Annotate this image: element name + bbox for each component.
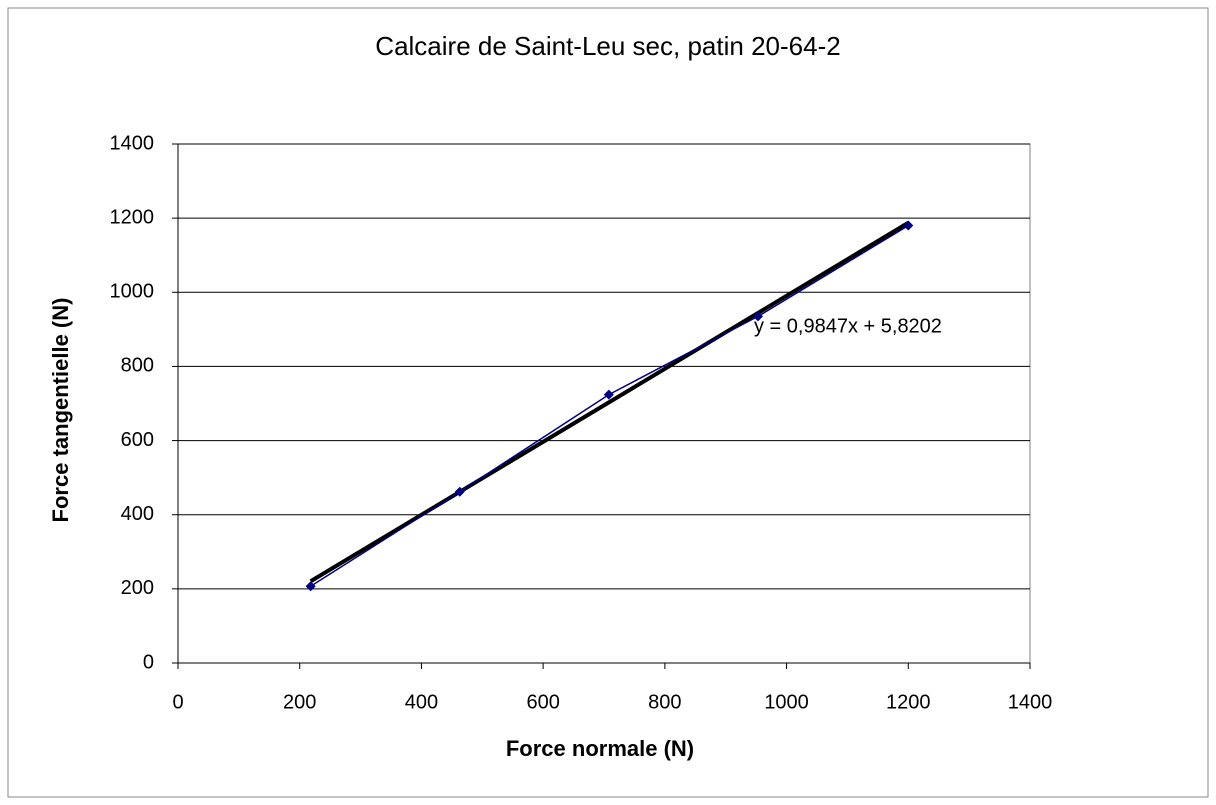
data-point bbox=[454, 486, 465, 497]
data-point bbox=[305, 581, 316, 592]
trendline-equation: y = 0,9847x + 5,8202 bbox=[754, 315, 942, 337]
y-tick-label: 600 bbox=[121, 429, 154, 451]
chart-title: Calcaire de Saint-Leu sec, patin 20-64-2 bbox=[375, 31, 840, 61]
x-tick-label: 1000 bbox=[764, 691, 809, 713]
y-tick-label: 1000 bbox=[110, 281, 155, 303]
y-tick-label: 1400 bbox=[110, 132, 155, 154]
x-tick-label: 400 bbox=[405, 691, 438, 713]
y-tick-label: 1200 bbox=[110, 206, 155, 228]
trendline bbox=[309, 221, 910, 583]
y-axis-label: Force tangentielle (N) bbox=[48, 298, 73, 523]
data-point bbox=[603, 389, 614, 400]
x-tick-label: 0 bbox=[172, 691, 183, 713]
y-tick-label: 400 bbox=[121, 503, 154, 525]
y-tick-label: 0 bbox=[143, 651, 154, 673]
x-tick-label: 1400 bbox=[1008, 691, 1053, 713]
x-tick-label: 800 bbox=[648, 691, 681, 713]
x-tick-label: 1200 bbox=[886, 691, 931, 713]
y-tick-label: 200 bbox=[121, 577, 154, 599]
data-point bbox=[903, 220, 914, 231]
x-tick-label: 600 bbox=[526, 691, 559, 713]
x-axis-label: Force normale (N) bbox=[506, 736, 694, 761]
x-tick-label: 200 bbox=[283, 691, 316, 713]
y-tick-label: 800 bbox=[121, 355, 154, 377]
data-point bbox=[752, 311, 763, 322]
